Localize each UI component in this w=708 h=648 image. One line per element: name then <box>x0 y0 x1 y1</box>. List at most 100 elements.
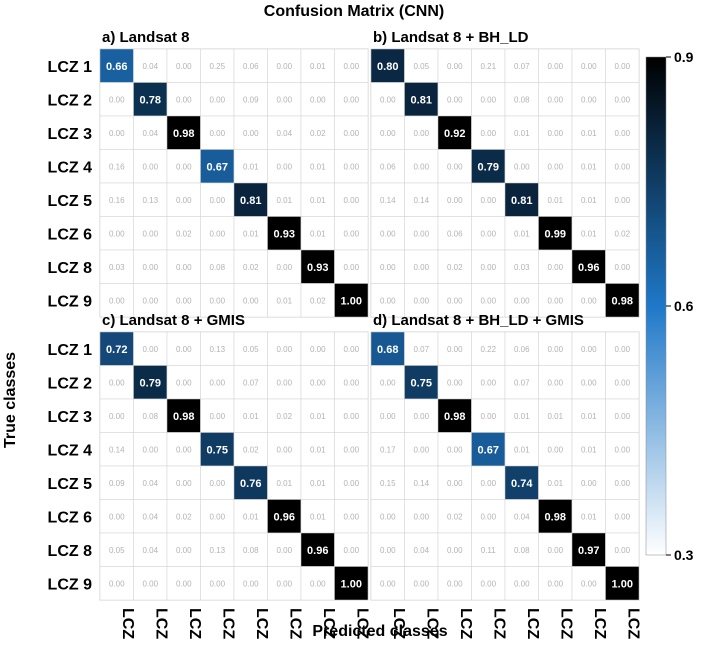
matrix-cell <box>334 115 369 150</box>
cell-value: 0.00 <box>209 196 225 205</box>
cell-value: 0.00 <box>310 345 326 354</box>
cell-value: 0.00 <box>614 512 630 521</box>
cell-value: 0.01 <box>310 229 326 238</box>
cell-value: 0.00 <box>380 129 396 138</box>
matrix-cell <box>370 398 405 433</box>
colorbar-tick-label: 0.6 <box>674 298 694 314</box>
matrix-cell <box>166 182 201 217</box>
cell-value: 0.00 <box>581 345 597 354</box>
matrix-cell <box>99 283 134 318</box>
matrix-cell <box>300 499 335 534</box>
cell-value: 0.80 <box>377 61 398 73</box>
cell-value: 0.00 <box>343 95 359 104</box>
matrix-cell <box>437 566 472 601</box>
matrix-cell <box>437 82 472 117</box>
column-label: LCZ 8 <box>320 608 337 643</box>
column-label: LCZ 6 <box>286 608 303 643</box>
column-label: LCZ 5 <box>253 608 270 643</box>
cell-value: 0.00 <box>447 296 463 305</box>
cell-value: 0.00 <box>243 296 259 305</box>
cell-value: 0.66 <box>106 61 127 73</box>
matrix-cell <box>571 48 606 83</box>
cell-value: 0.00 <box>547 95 563 104</box>
cell-value: 0.01 <box>547 196 563 205</box>
matrix-cell <box>605 365 640 400</box>
cell-value: 0.75 <box>411 377 432 389</box>
matrix-cell <box>233 115 268 150</box>
matrix-cell <box>200 82 235 117</box>
matrix-cell <box>133 365 168 400</box>
chart-title: Confusion Matrix (CNN) <box>264 3 444 20</box>
matrix-cell <box>200 283 235 318</box>
cell-value: 0.01 <box>581 162 597 171</box>
matrix-cell <box>370 82 405 117</box>
cell-value: 0.00 <box>176 378 192 387</box>
cell-value: 0.11 <box>481 546 497 555</box>
panel-0: a) Landsat 8 0.66 0.04 0.00 0.25 0.06 0.00 0.01… <box>48 29 369 318</box>
matrix-cell <box>437 465 472 500</box>
matrix-cell <box>605 149 640 184</box>
cell-value: 0.04 <box>142 546 158 555</box>
matrix-cell <box>99 398 134 433</box>
cell-value: 0.92 <box>444 128 465 140</box>
cell-value: 0.00 <box>209 229 225 238</box>
matrix-cell <box>233 566 268 601</box>
cell-value: 0.00 <box>343 162 359 171</box>
matrix-cell <box>133 532 168 567</box>
cell-value: 0.08 <box>514 95 530 104</box>
matrix-cell <box>471 465 506 500</box>
cell-value: 0.00 <box>276 378 292 387</box>
cell-value: 0.00 <box>343 229 359 238</box>
matrix-cell <box>233 398 268 433</box>
cell-value: 0.15 <box>380 479 396 488</box>
matrix-cell <box>334 216 369 251</box>
cell-value: 0.06 <box>380 162 396 171</box>
matrix-cell <box>370 365 405 400</box>
cell-value: 0.17 <box>380 445 396 454</box>
cell-value: 0.00 <box>547 296 563 305</box>
cell-value: 0.98 <box>173 411 194 423</box>
cell-value: 0.01 <box>547 479 563 488</box>
matrix-cell <box>300 566 335 601</box>
cell-value: 0.76 <box>240 478 261 490</box>
cell-value: 0.01 <box>243 229 259 238</box>
cell-value: 0.02 <box>176 512 192 521</box>
cell-value: 0.02 <box>614 229 630 238</box>
matrix-cell <box>370 566 405 601</box>
cell-value: 0.79 <box>478 161 499 173</box>
matrix-cell <box>437 365 472 400</box>
cell-value: 0.02 <box>176 229 192 238</box>
matrix-cell <box>99 432 134 467</box>
cell-value: 0.00 <box>413 579 429 588</box>
cell-value: 0.00 <box>142 345 158 354</box>
cell-value: 0.01 <box>310 445 326 454</box>
matrix-cell <box>504 149 539 184</box>
cell-value: 0.00 <box>243 579 259 588</box>
matrix-cell <box>200 182 235 217</box>
cell-value: 0.00 <box>447 579 463 588</box>
cell-value: 0.00 <box>176 579 192 588</box>
matrix-cell <box>404 249 439 284</box>
row-label: LCZ 3 <box>48 126 93 143</box>
matrix-cell <box>99 566 134 601</box>
matrix-cell <box>267 249 302 284</box>
row-label: LCZ 4 <box>48 159 93 176</box>
matrix-cell <box>99 249 134 284</box>
matrix-cell <box>334 331 369 366</box>
matrix-cell <box>437 283 472 318</box>
matrix-cell <box>334 48 369 83</box>
cell-value: 0.00 <box>480 512 496 521</box>
matrix-cell <box>166 331 201 366</box>
matrix-cell <box>538 82 573 117</box>
cell-value: 0.14 <box>380 196 396 205</box>
matrix-cell <box>166 249 201 284</box>
column-label: LCZ 5 <box>524 608 541 643</box>
cell-value: 0.01 <box>514 129 530 138</box>
cell-value: 0.98 <box>545 511 566 523</box>
cell-value: 0.00 <box>614 95 630 104</box>
panel-title: d) Landsat 8 + BH_LD + GMIS <box>373 312 584 329</box>
cell-value: 0.00 <box>343 263 359 272</box>
cell-value: 0.00 <box>176 296 192 305</box>
matrix-cell <box>437 115 472 150</box>
matrix-cell <box>504 115 539 150</box>
